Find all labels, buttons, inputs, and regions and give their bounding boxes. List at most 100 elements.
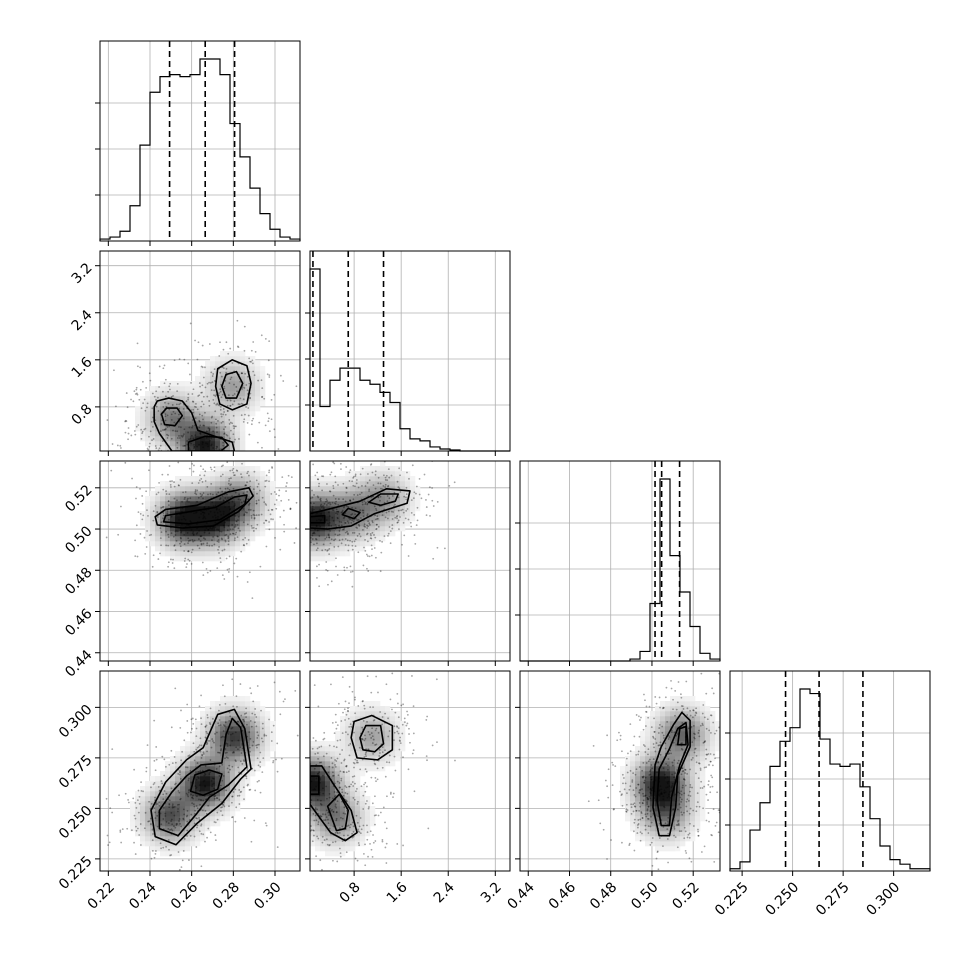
density-cell	[155, 431, 161, 437]
density-cell	[150, 531, 156, 537]
density-cell	[350, 821, 356, 827]
density-cell	[170, 486, 176, 492]
scatter-point	[117, 533, 120, 536]
scatter-point	[173, 814, 176, 817]
scatter-point	[210, 779, 213, 782]
density-cell	[335, 801, 341, 807]
scatter-point	[229, 421, 232, 424]
scatter-point	[257, 483, 260, 485]
density-cell	[190, 546, 196, 552]
scatter-point	[219, 724, 222, 726]
scatter-point	[170, 726, 173, 729]
density-cell	[225, 481, 231, 487]
scatter-point	[374, 536, 377, 539]
scatter-point	[178, 484, 180, 487]
density-cell	[370, 766, 376, 772]
scatter-point	[243, 817, 246, 819]
density-cell	[230, 511, 236, 517]
scatter-point	[377, 732, 380, 734]
density-cell	[235, 786, 241, 792]
scatter-point	[251, 362, 254, 365]
scatter-point	[252, 488, 255, 491]
scatter-point	[260, 709, 262, 712]
scatter-point	[163, 758, 166, 761]
scatter-point	[209, 831, 212, 834]
scatter-point	[343, 759, 345, 762]
scatter-point	[119, 444, 122, 447]
density-cell	[175, 536, 181, 542]
scatter-point	[158, 801, 161, 804]
scatter-point	[174, 530, 177, 533]
density-cell	[385, 496, 391, 502]
scatter-point	[226, 529, 229, 532]
density-cell	[205, 491, 211, 497]
scatter-point	[303, 559, 305, 561]
scatter-point	[106, 419, 109, 421]
scatter-point	[384, 486, 387, 488]
scatter-point	[245, 384, 248, 386]
density-cell	[185, 411, 191, 417]
panel-content	[106, 319, 298, 451]
density-cell	[250, 476, 256, 482]
scatter-point	[220, 413, 223, 415]
density-cell	[335, 541, 341, 547]
scatter-point	[377, 476, 380, 479]
scatter-point	[106, 834, 109, 837]
density-cell	[155, 486, 161, 492]
scatter-point	[374, 556, 377, 559]
density-cell	[150, 516, 156, 522]
scatter-point	[244, 413, 246, 416]
density-cell	[155, 786, 161, 792]
scatter-point	[347, 532, 349, 535]
density-cell	[260, 706, 266, 712]
scatter-point	[153, 395, 156, 398]
scatter-point	[135, 425, 138, 428]
scatter-point	[364, 790, 367, 793]
scatter-point	[385, 683, 388, 686]
scatter-point	[164, 812, 167, 815]
scatter-point	[156, 825, 159, 828]
scatter-point	[363, 783, 365, 786]
histogram-panel-0	[95, 40, 301, 246]
density-cell	[225, 751, 231, 757]
density-cell	[350, 546, 356, 552]
scatter-point	[235, 469, 238, 472]
x-tick-label: 0.225	[712, 879, 752, 919]
density-cell	[260, 366, 266, 372]
scatter-point	[130, 829, 133, 832]
density-cell	[185, 396, 191, 402]
density-cell	[320, 741, 326, 747]
density-cell	[195, 831, 201, 837]
density-cell	[235, 411, 241, 417]
density-cell	[195, 406, 201, 412]
scatter-point	[221, 538, 223, 541]
density-cell	[135, 821, 141, 827]
density-cell	[195, 721, 201, 727]
scatter-point	[211, 783, 214, 786]
density-cell	[345, 741, 351, 747]
density-cell	[355, 486, 361, 492]
scatter-point	[364, 485, 367, 487]
scatter-point	[205, 743, 208, 746]
density-cell	[245, 511, 251, 517]
scatter-point	[340, 468, 342, 471]
scatter-point	[314, 538, 317, 540]
density-cell	[235, 546, 241, 552]
scatter-point	[219, 745, 222, 747]
scatter-point	[448, 484, 451, 487]
density-cell	[185, 516, 191, 522]
density-cell	[210, 396, 216, 402]
scatter-point	[399, 490, 402, 493]
scatter-point	[267, 509, 270, 512]
density-cell	[150, 826, 156, 832]
density-cell	[320, 751, 326, 757]
scatter-point	[356, 527, 359, 529]
density-cell	[325, 836, 331, 842]
density-cell	[220, 706, 226, 712]
density-cell	[225, 771, 231, 777]
density-cell	[240, 416, 246, 422]
density-cell	[230, 501, 236, 507]
scatter-point	[252, 417, 255, 420]
density-cell	[180, 431, 186, 437]
